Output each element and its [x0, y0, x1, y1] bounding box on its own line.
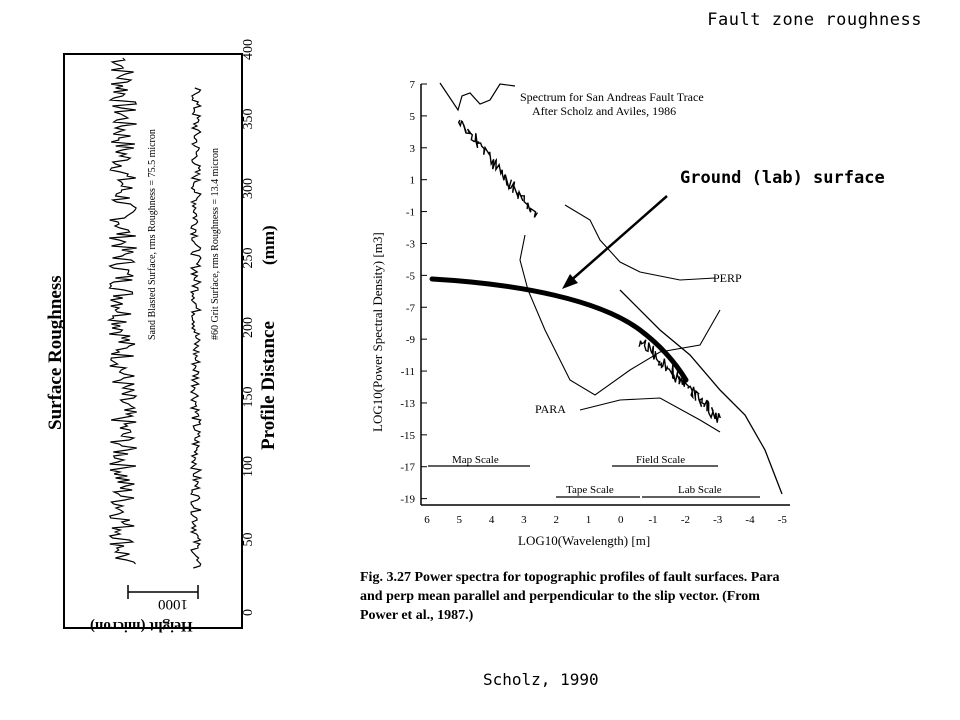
spectrum-title-1: Spectrum for San Andreas Fault Trace — [520, 90, 704, 104]
roughness-figure: 0 50 100 150 200 250 300 350 400 Surface Roughne… — [45, 39, 279, 634]
ground-surface-curve — [429, 276, 689, 383]
callout-arrow — [567, 195, 668, 284]
y-tick-label: -17 — [400, 462, 415, 474]
y-tick-label: 7 — [410, 79, 416, 91]
y-tick-label: -19 — [400, 494, 415, 506]
y-tick-label: 3 — [410, 143, 416, 155]
para-curve — [519, 234, 721, 396]
x-tick-label: 0 — [618, 514, 624, 526]
x-tick-label: 1 — [586, 514, 592, 526]
perp-label: PERP — [713, 271, 742, 285]
distance-tick-label: 250 — [241, 248, 256, 269]
x-ticks: 6 5 4 3 2 1 0 -1 -2 -3 -4 -5 — [424, 514, 787, 526]
x-tick-label: -4 — [745, 514, 755, 526]
x-tick-label: -1 — [649, 514, 658, 526]
grit-profile — [189, 87, 203, 569]
distance-axis-label: Profile Distance — [258, 321, 279, 450]
y-tick-label: -7 — [406, 302, 416, 314]
san-andreas-curve — [439, 82, 516, 112]
callout-label: Ground (lab) surface — [680, 168, 885, 188]
y-tick-label: -1 — [406, 207, 415, 219]
spectrum-figure: 7 5 3 1 -1 -3 -5 -7 -9 -11 -13 -15 -17 -19 6 5 4 3 2 1 0 -1 -… — [370, 79, 790, 548]
lab-scale-label: Lab Scale — [678, 484, 722, 496]
distance-tick-label: 200 — [241, 317, 256, 338]
callout-arrow-head — [562, 274, 578, 289]
caption-line1: Power spectra for topographic profiles o… — [414, 570, 780, 585]
roughness-frame — [63, 53, 243, 629]
distance-tick-label: 300 — [241, 178, 256, 199]
distance-tick-label: 400 — [241, 39, 256, 60]
x-axis-label: LOG10(Wavelength) [m] — [518, 533, 650, 548]
caption-line2: and perp mean parallel and perpendicular… — [360, 589, 760, 604]
height-axis-label: Height (micron) — [90, 618, 193, 634]
x-tick-label: 3 — [521, 514, 527, 526]
figure-caption: Fig. 3.27 Power spectra for topographic … — [360, 568, 920, 625]
x-tick-label: 6 — [424, 514, 430, 526]
distance-tick-label: 0 — [241, 609, 256, 616]
profile2-label: #60 Grit Surface, rms Roughness = 13.4 m… — [210, 148, 221, 340]
y-tick-label: -11 — [401, 366, 415, 378]
caption-line3: Power et al., 1987.) — [360, 608, 474, 623]
x-tick-label: -2 — [681, 514, 690, 526]
x-tick-label: -5 — [778, 514, 788, 526]
field-scale-label: Field Scale — [636, 454, 685, 466]
profile1-label: Sand Blasted Surface, rms Roughness = 75… — [147, 129, 158, 340]
x-tick-label: 5 — [457, 514, 463, 526]
y-tick-label: -9 — [406, 334, 416, 346]
perp-curve — [564, 204, 716, 281]
y-tick-label: 1 — [410, 175, 416, 187]
scale-bar-label: 1000 — [158, 596, 188, 612]
lab-spectrum — [619, 289, 783, 495]
tape-scale-label: Tape Scale — [566, 484, 614, 496]
slide-title: Fault zone roughness — [707, 10, 922, 30]
distance-axis-unit: (mm) — [259, 225, 278, 265]
y-tick-label: -15 — [400, 430, 415, 442]
distance-tick-label: 150 — [241, 387, 256, 408]
distance-tick-label: 100 — [241, 456, 256, 477]
distance-ticks: 0 50 100 150 200 250 300 350 400 — [241, 39, 256, 616]
map-scale-label: Map Scale — [452, 454, 499, 466]
y-ticks: 7 5 3 1 -1 -3 -5 -7 -9 -11 -13 -15 -17 -19 — [400, 79, 427, 506]
roughness-heading: Surface Roughness — [45, 275, 66, 430]
x-tick-label: 4 — [489, 514, 495, 526]
y-tick-label: 5 — [410, 111, 416, 123]
caption-fig: Fig. 3.27 — [360, 570, 411, 585]
distance-tick-label: 50 — [241, 533, 256, 547]
y-tick-label: -5 — [406, 270, 416, 282]
para-lower-curve — [579, 397, 721, 433]
spectrum-title-2: After Scholz and Aviles, 1986 — [532, 104, 676, 118]
slide-credit: Scholz, 1990 — [483, 670, 599, 689]
distance-tick-label: 350 — [241, 109, 256, 130]
fault-trace-spectrum — [457, 119, 722, 423]
y-axis-label: LOG10(Power Spectral Density) [m3] — [370, 232, 385, 432]
sand-blasted-profile — [106, 57, 138, 565]
y-tick-label: -3 — [406, 238, 416, 250]
x-tick-label: 2 — [553, 514, 559, 526]
para-label: PARA — [535, 402, 566, 416]
x-tick-label: -3 — [713, 514, 723, 526]
y-tick-label: -13 — [400, 398, 415, 410]
